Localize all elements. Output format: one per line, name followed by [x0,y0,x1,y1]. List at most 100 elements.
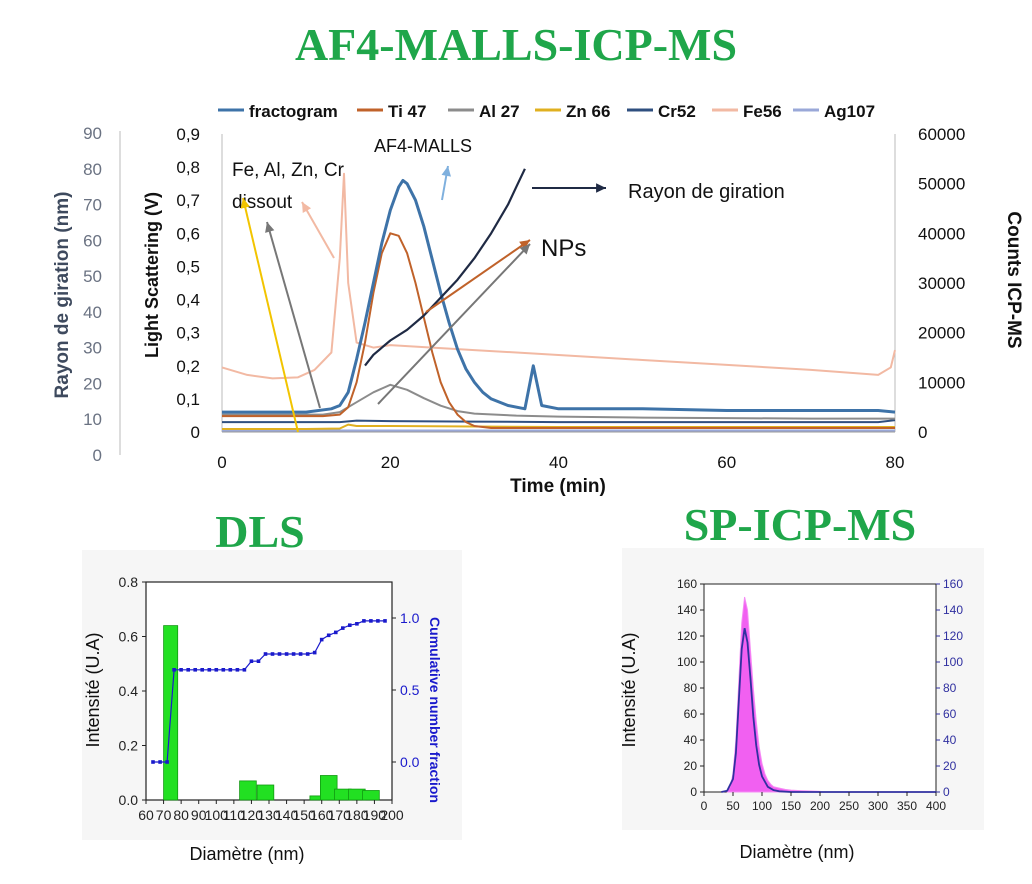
annotation-af4-malls: AF4-MALLS [374,136,472,156]
af4-axes: 0 10 20 30 40 50 60 70 80 90 Rayon de giration (nm… [52,124,1024,497]
dls-x-tick-label: 160 [310,807,334,823]
dls-cumulative-point [172,668,176,672]
legend-label-fe56: Fe56 [743,102,782,121]
sp-right-tick-label: 80 [943,681,957,695]
dls-x-tick-label: 110 [223,807,246,823]
dls-x-tick-label: 150 [292,807,316,823]
sp-x-tick-label: 200 [810,799,830,813]
dls-x-tick-label: 180 [345,807,369,823]
dls-right-tick-label: 0.5 [400,682,420,698]
dls-title: DLS [215,506,305,557]
arrow-np-ti-head [519,240,530,250]
dls-bar [362,790,380,801]
sp-x-tick-label: 150 [781,799,801,813]
ls-tick-label: 0,6 [176,224,200,243]
counts-tick-label: 40000 [918,224,965,243]
dls-cumulative-point [305,652,310,656]
dls-cumulative-point [228,668,233,672]
dls-cumulative-point [369,619,373,623]
arrow-fe-shaft [301,201,335,259]
dls-cumulative-point [362,619,366,623]
sp-right-tick-label: 20 [943,759,957,773]
x-axis-title: Time (min) [510,476,606,497]
arrow-al-shaft [266,221,321,409]
ls-tick-label: 0,8 [176,158,200,177]
dls-bar [239,780,257,801]
dls-cumulative-point [200,668,204,672]
dls-right-axis-title: Cumulative number fraction [427,617,443,803]
sp-y-tick-label: 140 [677,603,697,617]
series-line-fractogram [222,178,896,414]
series-line-cr52 [222,419,896,424]
counts-tick-label: 60000 [918,125,965,144]
dls-x-tick-label: 190 [363,807,387,823]
arrow-np-al-shaft [377,243,531,405]
x-tick-label: 20 [381,453,400,472]
dls-cumulative-point [193,668,197,672]
sp-right-tick-label: 120 [943,629,963,643]
dls-cumulative-point [158,760,162,764]
sp-x-tick-label: 50 [726,799,740,813]
legend-label-fractogram: fractogram [249,102,338,121]
dls-cumulative-point [242,668,247,672]
counts-tick-label: 0 [918,423,927,442]
sp-right-tick-label: 60 [943,707,957,721]
dls-cumulative-line [153,620,385,763]
dls-x-tick-label: 90 [191,807,207,823]
ls-axis-title: Light Scattering (V) [142,192,162,358]
sp-y-tick-label: 80 [684,681,698,695]
ls-tick-label: 0,9 [176,125,200,144]
dls-x-tick-label: 170 [328,807,352,823]
series-line-rayon-de-giration [364,168,526,367]
counts-tick-label: 20000 [918,324,965,343]
arrow-rg-head [596,183,606,193]
sp-right-tick-label: 0 [943,785,950,799]
ls-tick-label: 0,4 [176,291,200,310]
dls-cumulative-point [376,619,380,623]
rg-tick-label: 70 [83,196,102,215]
dls-bar [256,784,275,801]
dls-chart: 60 70 80 9010011012013014015016017018019020… [83,574,443,864]
arrow-fe-head [302,202,312,213]
dls-cumulative-point [291,652,296,656]
ls-tick-label: 0,7 [176,191,200,210]
arrow-al-head [265,222,275,233]
dls-cumulative-point [319,637,324,642]
rg-tick-label: 90 [83,124,102,143]
dls-cumulative-point [221,668,226,672]
sp-right-tick-label: 40 [943,733,957,747]
series-line-al-27 [222,383,895,420]
dls-cumulative-point [256,659,261,663]
dls-y-tick-label: 0.6 [119,629,139,645]
dls-cumulative-point [179,668,183,672]
sp-x-tick-label: 0 [701,799,708,813]
sp-y-tick-label: 0 [690,785,697,799]
sp-y-tick-label: 20 [684,759,698,773]
sp-x-tick-label: 300 [868,799,888,813]
dls-y-tick-label: 0.2 [119,738,139,754]
dls-cumulative-point [263,652,268,656]
arrow-zn-shaft [242,197,299,433]
legend-label-al-27: Al 27 [479,102,520,121]
rg-tick-label: 40 [83,303,102,322]
sp-title: SP-ICP-MS [683,499,917,550]
dls-cumulative-point [355,622,359,626]
rg-tick-label: 20 [83,374,102,393]
dls-plot-area [145,581,393,801]
ls-tick-label: 0,5 [176,257,200,276]
sp-x-tick-label: 250 [839,799,859,813]
x-tick-label: 80 [886,453,905,472]
dls-x-tick-label: 80 [173,807,189,823]
dls-cumulative-point [326,633,331,638]
rg-axis-title: Rayon de giration (nm) [52,192,73,399]
af4-chart: fractogram Ti 47 Al 27 Zn 66 Cr52 Fe56 Ag107 0… [52,102,1024,497]
counts-tick-label: 30000 [918,274,965,293]
dls-cumulative-point [277,652,282,656]
af4-legend: fractogram Ti 47 Al 27 Zn 66 Cr52 Fe56 Ag107 [218,102,875,121]
rg-tick-label: 50 [83,267,102,286]
sp-y-tick-label: 120 [677,629,697,643]
ls-tick-label: 0,1 [176,390,200,409]
annotation-nps: NPs [541,235,586,262]
dls-x-tick-label: 100 [205,807,229,823]
legend-label-ti-47: Ti 47 [388,102,426,121]
